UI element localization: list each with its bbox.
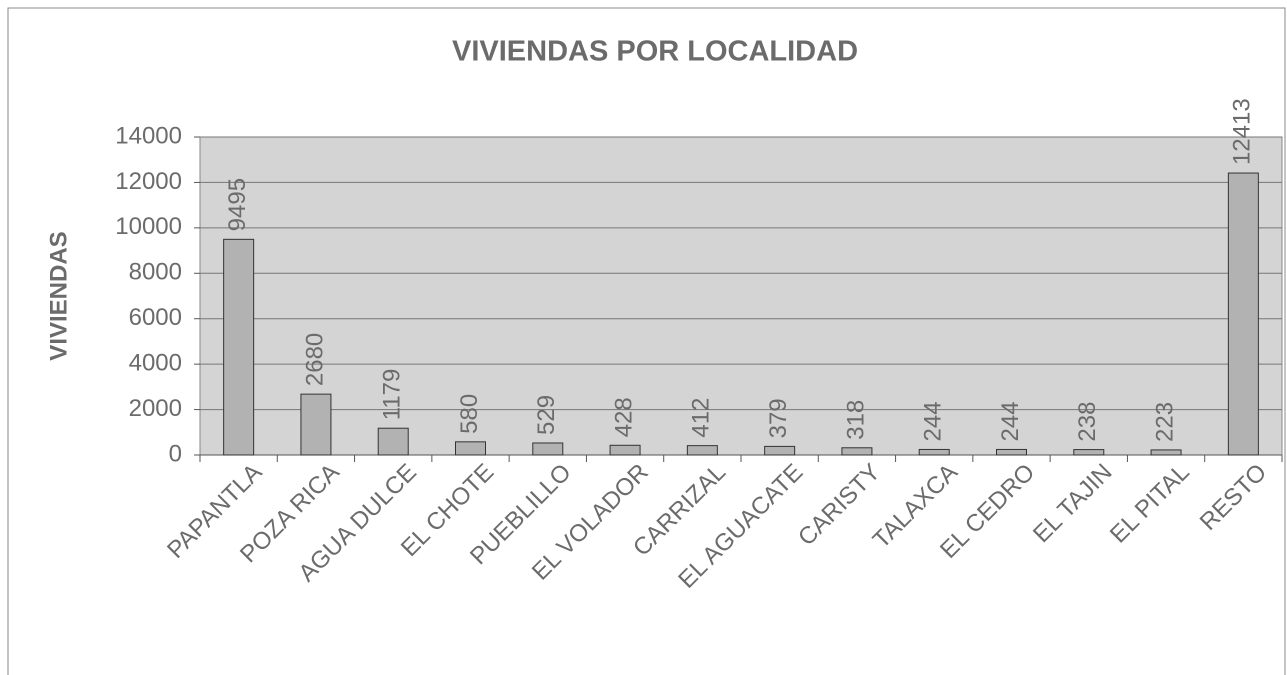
y-tick-label: 2000 (129, 395, 182, 422)
chart-frame (7, 7, 1286, 675)
value-label: 244 (997, 401, 1024, 441)
x-tick-label: EL PITAL (1105, 459, 1195, 549)
value-label: 580 (456, 394, 483, 434)
y-tick-label: 4000 (129, 349, 182, 376)
value-label: 238 (1074, 402, 1101, 442)
bar (532, 442, 564, 456)
value-label: 244 (920, 401, 947, 441)
y-axis-label: VIVIENDAS (45, 231, 72, 360)
y-tick-label: 12000 (115, 168, 182, 195)
bar (996, 448, 1027, 456)
chart-title: VIVIENDAS POR LOCALIDAD (452, 36, 858, 68)
y-tick-label: 14000 (115, 122, 182, 149)
bar (1227, 172, 1259, 456)
value-label: 428 (610, 397, 637, 437)
bar (223, 238, 255, 456)
bar (377, 427, 409, 456)
bar (841, 447, 873, 456)
bar (1073, 449, 1105, 456)
value-label: 379 (765, 398, 792, 438)
y-tick-label: 8000 (129, 259, 182, 286)
y-tick-label: 0 (169, 440, 182, 467)
x-tick-label: RESTO (1195, 459, 1272, 536)
value-label: 12413 (1229, 98, 1256, 165)
value-label: 223 (1151, 402, 1178, 442)
y-tick-label: 6000 (129, 304, 182, 331)
value-label: 9495 (224, 178, 251, 231)
bar (686, 445, 718, 456)
value-label: 2680 (301, 333, 328, 386)
bar (1150, 449, 1182, 456)
value-label: 529 (533, 395, 560, 435)
x-tick-label: EL TAJIN (1028, 459, 1118, 549)
bar (764, 445, 796, 456)
value-label: 1179 (379, 369, 406, 421)
y-tick-label: 10000 (115, 213, 182, 240)
bar (455, 441, 486, 456)
value-label: 412 (688, 398, 715, 438)
bar (918, 448, 950, 456)
bar (609, 444, 641, 456)
value-label: 318 (842, 400, 869, 440)
plot-area (199, 136, 1283, 456)
bar (300, 393, 332, 456)
